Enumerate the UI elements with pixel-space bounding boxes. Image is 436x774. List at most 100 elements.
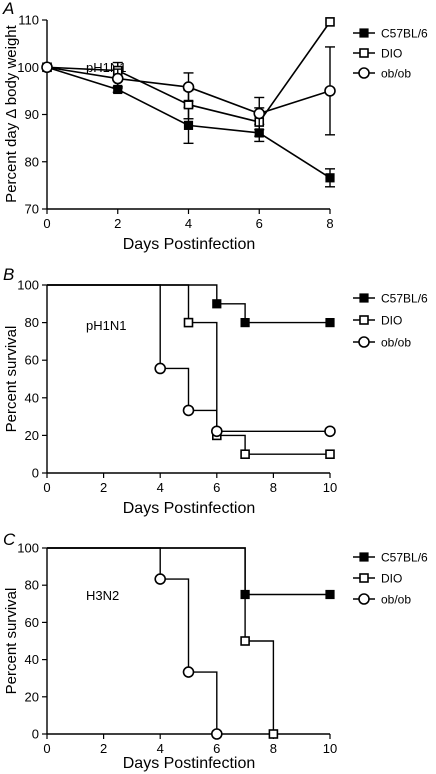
x-tick-label: 6 — [256, 216, 263, 231]
data-point — [268, 729, 279, 739]
legend-marker — [359, 28, 369, 38]
legend-label: ob/ob — [381, 336, 411, 350]
data-point — [111, 72, 124, 85]
data-point — [324, 85, 336, 97]
data-point — [325, 449, 335, 460]
series-dio — [47, 547, 279, 739]
data-point — [325, 17, 335, 27]
y-tick-label: 80 — [25, 154, 39, 169]
y-tick-label: 110 — [18, 13, 39, 28]
legend-entry: DIO — [353, 572, 402, 586]
legend-marker — [359, 315, 369, 325]
x-tick-label: 2 — [100, 741, 107, 756]
legend-label: DIO — [381, 314, 402, 328]
y-tick-label: 0 — [32, 727, 39, 742]
data-point — [253, 107, 266, 120]
data-point — [325, 318, 335, 328]
series-ob-ob — [47, 547, 223, 740]
x-axis-label: Days Postinfection — [123, 500, 256, 517]
x-tick-label: 8 — [270, 480, 277, 495]
data-point — [211, 728, 223, 740]
legend-label: C57BL/6 — [381, 551, 428, 565]
data-point — [212, 299, 222, 309]
x-tick-label: 2 — [100, 480, 107, 495]
y-tick-label: 100 — [17, 541, 39, 556]
step-line — [47, 547, 218, 734]
y-tick-label: 80 — [25, 578, 39, 593]
legend-marker — [359, 552, 369, 562]
x-tick-label: 0 — [43, 216, 50, 231]
legend-entry: C57BL/6 — [353, 551, 428, 565]
legend-entry: ob/ob — [353, 593, 411, 607]
legend-entry: ob/ob — [353, 336, 411, 350]
y-tick-label: 100 — [17, 60, 39, 75]
y-tick-label: 60 — [25, 353, 39, 368]
legend-entry: ob/ob — [353, 67, 411, 81]
data-point — [182, 81, 195, 93]
data-point — [211, 425, 223, 438]
x-tick-label: 0 — [43, 480, 50, 495]
x-tick-label: 8 — [326, 216, 333, 231]
legend-label: ob/ob — [381, 593, 411, 607]
data-point — [41, 61, 53, 74]
data-point — [154, 362, 166, 375]
panel-label: A — [2, 0, 14, 18]
data-point — [240, 449, 250, 460]
y-tick-label: 60 — [25, 615, 39, 630]
legend-marker — [359, 293, 369, 303]
series-dio — [47, 284, 335, 460]
x-tick-label: 4 — [157, 480, 164, 495]
series-ob-ob — [47, 284, 336, 438]
y-tick-label: 80 — [25, 315, 39, 330]
panel-label: C — [3, 530, 16, 549]
legend-marker — [359, 573, 369, 583]
y-tick-label: 90 — [25, 107, 39, 122]
legend-entry: DIO — [353, 314, 402, 328]
data-point — [240, 636, 250, 646]
legend-entry: DIO — [353, 47, 402, 61]
data-point — [325, 173, 335, 183]
y-tick-label: 20 — [25, 689, 39, 704]
x-axis-label: Days Postinfection — [123, 755, 256, 772]
x-tick-label: 6 — [213, 480, 220, 495]
legend-label: DIO — [381, 572, 402, 586]
x-tick-label: 6 — [213, 741, 220, 756]
series-ob-ob — [41, 46, 336, 136]
data-point — [183, 317, 194, 328]
data-point — [324, 425, 336, 438]
inset-label: H3N2 — [86, 588, 119, 603]
x-tick-label: 8 — [270, 741, 277, 756]
legend-marker — [359, 48, 369, 58]
data-point — [182, 666, 195, 678]
data-point — [325, 589, 335, 600]
x-axis-label: Days Postinfection — [123, 236, 256, 253]
y-tick-label: 20 — [25, 428, 39, 443]
x-tick-label: 4 — [185, 216, 192, 231]
y-tick-label: 40 — [25, 652, 39, 667]
legend-entry: C57BL/6 — [353, 27, 428, 41]
legend-label: C57BL/6 — [381, 292, 428, 306]
y-tick-label: 100 — [17, 278, 39, 293]
panel-c: 0 20 40 60 80 100 0 2 4 6 8 10 C H3N2 Days Postinfecti… — [3, 530, 428, 772]
legend-marker — [358, 67, 370, 79]
legend-marker — [358, 593, 370, 605]
y-axis-label: Percent survival — [3, 326, 20, 433]
y-axis-label: Percent day Δ body weight — [3, 24, 20, 202]
x-tick-label: 2 — [114, 216, 121, 231]
x-tick-label: 10 — [323, 741, 337, 756]
panel-label: B — [3, 265, 14, 284]
x-tick-label: 10 — [323, 480, 337, 495]
inset-label: pH1N1 — [86, 318, 126, 333]
y-axis-label: Percent survival — [3, 588, 20, 695]
x-tick-label: 4 — [157, 741, 164, 756]
legend-entry: C57BL/6 — [353, 292, 428, 306]
data-point — [182, 404, 195, 417]
data-point — [240, 318, 250, 328]
legend-label: ob/ob — [381, 67, 411, 81]
legend-label: DIO — [381, 47, 402, 61]
data-point — [154, 573, 166, 585]
x-tick-label: 0 — [43, 741, 50, 756]
y-tick-label: 70 — [25, 202, 39, 217]
